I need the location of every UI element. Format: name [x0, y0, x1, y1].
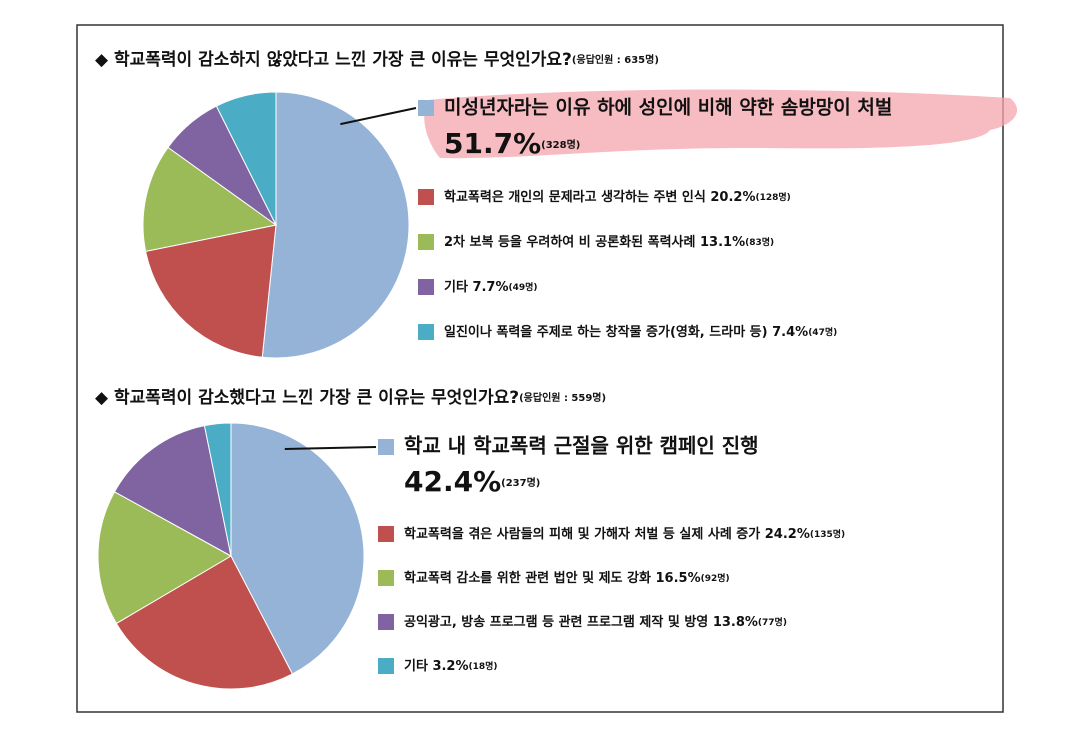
title-text: ◆ 학교폭력이 감소하지 않았다고 느낀 가장 큰 이유는 무엇인가요?: [95, 50, 572, 70]
count-label: (328명): [541, 138, 580, 151]
title-text: ◆ 학교폭력이 감소했다고 느낀 가장 큰 이유는 무엇인가요?: [95, 387, 519, 408]
legend-label: 학교폭력은 개인의 문제라고 생각하는 주변 인식 20.2%(128명): [444, 189, 791, 205]
category-label: 기타: [444, 279, 468, 295]
legend-swatch: [378, 570, 394, 586]
legend-label: 학교폭력을 겪은 사람들의 피해 및 가해자 처벌 등 실제 사례 증가 24.…: [404, 526, 845, 542]
legend-swatch: [418, 279, 434, 295]
count-label: (18명): [469, 660, 498, 672]
legend-swatch: [418, 324, 434, 340]
value-label: 42.4%: [404, 465, 501, 498]
value-label: 13.1%: [700, 235, 745, 250]
legend-label: 기타 7.7%(49명): [444, 279, 538, 295]
legend-swatch: [378, 526, 394, 542]
count-label: (135명): [810, 528, 845, 540]
legend-swatch: [418, 100, 434, 116]
connector: [284, 446, 377, 451]
legend-label: 일진이나 폭력을 주제로 하는 창작물 증가(영화, 드라마 등) 7.4%(4…: [444, 324, 837, 340]
legend-label: 학교폭력 감소를 위한 관련 법안 및 제도 강화 16.5%(92명): [404, 570, 730, 586]
pie-slice: [97, 491, 233, 625]
category-label: 학교폭력을 겪은 사람들의 피해 및 가해자 처벌 등 실제 사례 증가: [404, 526, 760, 542]
value-label: 7.4%: [772, 325, 808, 340]
legend-label: 2차 보복 등을 우려하여 비 공론화된 폭력사례 13.1%(83명): [444, 234, 774, 250]
pie-slice: [142, 146, 278, 252]
count-label: (92명): [701, 572, 730, 584]
pie-slice: [261, 91, 410, 359]
pie-slice: [145, 224, 277, 358]
pie-slice: [113, 425, 232, 557]
category-label: 학교폭력 감소를 위한 관련 법안 및 제도 강화: [404, 570, 651, 586]
legend-swatch: [418, 189, 434, 205]
category-label: 기타: [404, 658, 428, 674]
subtitle: (응답인원 : 559명): [519, 391, 606, 404]
count-label: (49명): [509, 281, 538, 293]
legend-value: 42.4%(237명): [404, 465, 540, 498]
value-label: 20.2%: [710, 190, 755, 205]
value-label: 16.5%: [656, 571, 701, 586]
count-label: (237명): [501, 476, 540, 489]
count-label: (128명): [755, 191, 790, 203]
legend-label: 학교 내 학교폭력 근절을 위한 캠페인 진행: [404, 434, 759, 458]
value-label: 13.8%: [713, 615, 758, 630]
pie-slice: [203, 422, 232, 557]
category-label: 일진이나 폭력을 주제로 하는 창작물 증가(영화, 드라마 등): [444, 324, 768, 340]
subtitle: (응답인원 : 635명): [572, 53, 659, 66]
legend-label: 공익광고, 방송 프로그램 등 관련 프로그램 제작 및 방영 13.8%(77…: [404, 614, 787, 630]
count-label: (83명): [745, 236, 774, 248]
legend-swatch: [378, 439, 394, 455]
value-label: 51.7%: [444, 127, 541, 160]
pie-slice: [230, 422, 365, 675]
chart-title: ◆ 학교폭력이 감소하지 않았다고 느낀 가장 큰 이유는 무엇인가요?(응답인…: [95, 50, 659, 70]
pie-slice: [115, 555, 294, 690]
legend-swatch: [418, 234, 434, 250]
chart-title: ◆ 학교폭력이 감소했다고 느낀 가장 큰 이유는 무엇인가요?(응답인원 : …: [95, 387, 606, 408]
legend-label: 미성년자라는 이유 하에 성인에 비해 약한 솜방망이 처벌: [444, 97, 892, 119]
pie-slice: [215, 91, 277, 226]
value-label: 7.7%: [472, 280, 508, 295]
highlight: [424, 89, 1018, 159]
legend-swatch: [378, 614, 394, 630]
count-label: (47명): [808, 326, 837, 338]
category-label: 2차 보복 등을 우려하여 비 공론화된 폭력사례: [444, 234, 695, 250]
connector: [340, 107, 417, 126]
category-label: 공익광고, 방송 프로그램 등 관련 프로그램 제작 및 방영: [404, 614, 708, 630]
legend-label: 기타 3.2%(18명): [404, 658, 498, 674]
value-label: 3.2%: [432, 659, 468, 674]
legend-value: 51.7%(328명): [444, 127, 580, 160]
count-label: (77명): [758, 616, 787, 628]
value-label: 24.2%: [765, 527, 810, 542]
legend-swatch: [378, 658, 394, 674]
category-label: 학교폭력은 개인의 문제라고 생각하는 주변 인식: [444, 189, 706, 205]
